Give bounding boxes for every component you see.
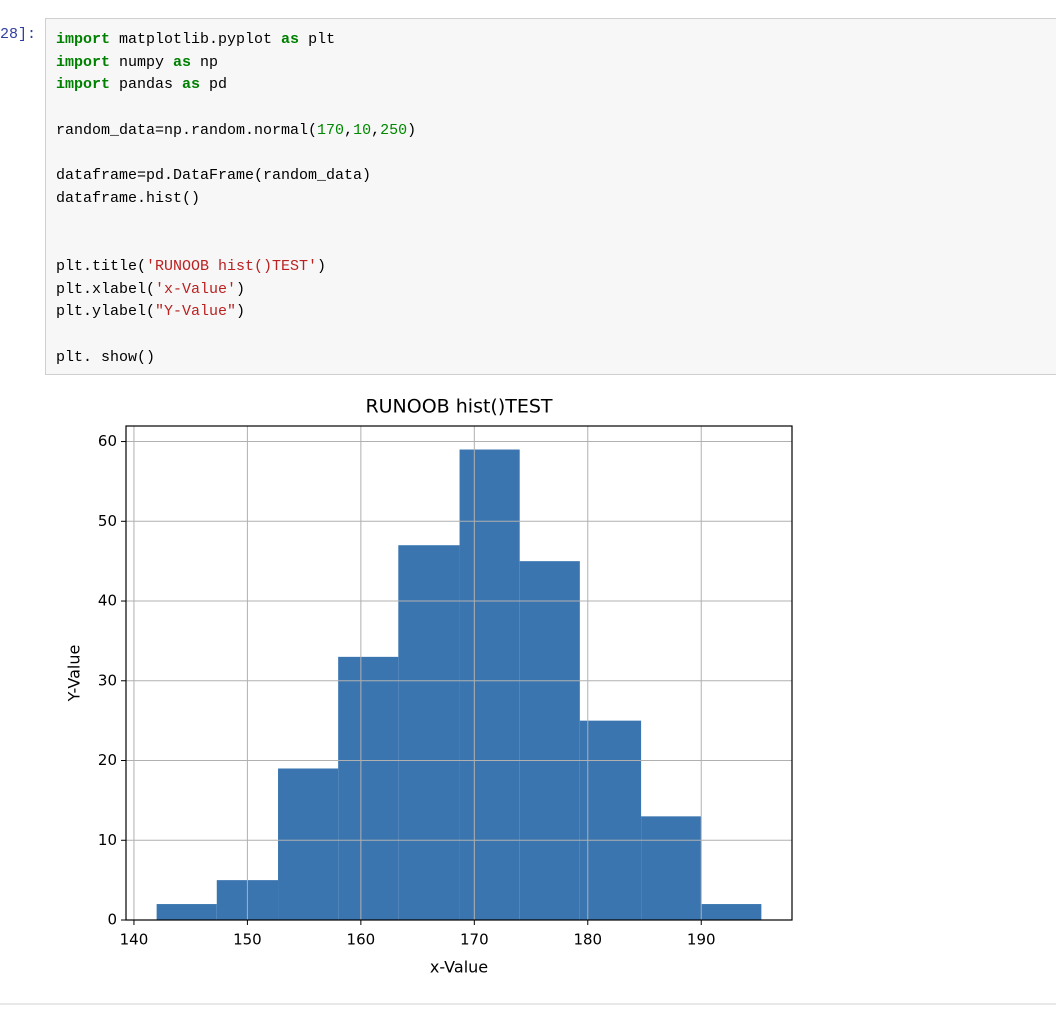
code-line: plt.ylabel("Y-Value") xyxy=(56,301,1046,324)
code-token: dataframe.hist() xyxy=(56,189,201,207)
y-tick-label: 30 xyxy=(98,671,117,689)
bar xyxy=(701,904,762,920)
code-token: plt. show() xyxy=(56,348,156,366)
bar xyxy=(519,561,580,920)
x-tick-label: 160 xyxy=(347,931,376,949)
code-token: numpy xyxy=(110,53,174,71)
code-token: plt.ylabel( xyxy=(56,303,156,321)
code-line: plt.title('RUNOOB hist()TEST') xyxy=(56,256,1046,279)
code-token: import xyxy=(56,53,111,71)
code-token: plt.title( xyxy=(56,257,147,275)
code-token: , xyxy=(344,121,354,139)
code-token: 170 xyxy=(317,121,345,139)
code-token: pandas xyxy=(110,76,183,94)
bar xyxy=(459,449,520,920)
code-token: dataframe=pd.DataFrame(random_data) xyxy=(56,167,372,185)
code-token: as xyxy=(182,76,201,94)
bar xyxy=(398,545,460,920)
y-tick-label: 50 xyxy=(98,512,117,530)
code-line: import pandas as pd xyxy=(56,74,1046,97)
y-tick-label: 20 xyxy=(98,751,117,769)
code-line: import numpy as np xyxy=(56,52,1046,75)
code-line: import matplotlib.pyplot as plt xyxy=(56,29,1046,52)
code-token: import xyxy=(56,76,111,94)
code-line: random_data=np.random.normal(170,10,250) xyxy=(56,120,1046,143)
y-tick-label: 60 xyxy=(98,432,117,450)
code-token: plt xyxy=(299,31,336,48)
x-tick-label: 170 xyxy=(460,931,489,949)
x-axis-label: x-Value xyxy=(430,958,488,977)
code-token: ) xyxy=(407,121,417,139)
code-token: 'RUNOOB hist()TEST' xyxy=(146,257,318,275)
code-token: ) xyxy=(236,280,246,298)
code-token: plt.xlabel( xyxy=(56,280,156,298)
cell-prompt: 28]: xyxy=(0,26,37,43)
code-token: import xyxy=(56,31,111,48)
code-token: 10 xyxy=(353,121,372,139)
code-token: ) xyxy=(236,303,246,321)
code-token: "Y-Value" xyxy=(155,303,237,321)
bar xyxy=(278,768,339,920)
code-token: 'x-Value' xyxy=(155,280,237,298)
plot-frame xyxy=(125,425,793,921)
code-token: as xyxy=(173,53,192,71)
code-line: plt. show() xyxy=(56,347,1046,370)
code-line: plt.xlabel('x-Value') xyxy=(56,279,1046,302)
bar xyxy=(641,816,702,920)
code-token: random_data=np.random.normal( xyxy=(56,121,318,139)
code-token: 250 xyxy=(380,121,408,139)
code-token: matplotlib.pyplot xyxy=(110,31,282,48)
y-tick-label: 40 xyxy=(98,592,117,610)
x-tick-label: 190 xyxy=(687,931,716,949)
code-token: ) xyxy=(317,257,327,275)
y-axis-label: Y-Value xyxy=(65,645,84,703)
x-tick-label: 180 xyxy=(573,931,602,949)
x-tick-label: 150 xyxy=(233,931,262,949)
chart-title: RUNOOB hist()TEST xyxy=(365,396,552,418)
code-token: pd xyxy=(200,76,228,94)
code-token: np xyxy=(191,53,219,71)
code-line: dataframe=pd.DataFrame(random_data) xyxy=(56,165,1046,188)
bar xyxy=(156,904,217,920)
y-tick-label: 10 xyxy=(98,831,117,849)
code-line: dataframe.hist() xyxy=(56,188,1046,211)
code-cell[interactable]: import matplotlib.pyplot as plt import nu… xyxy=(45,18,1056,375)
bar xyxy=(579,720,642,920)
bar xyxy=(338,656,399,920)
x-tick-label: 140 xyxy=(120,931,149,949)
code-token: , xyxy=(371,121,381,139)
code-token: as xyxy=(281,31,300,48)
y-tick-label: 0 xyxy=(107,911,117,929)
